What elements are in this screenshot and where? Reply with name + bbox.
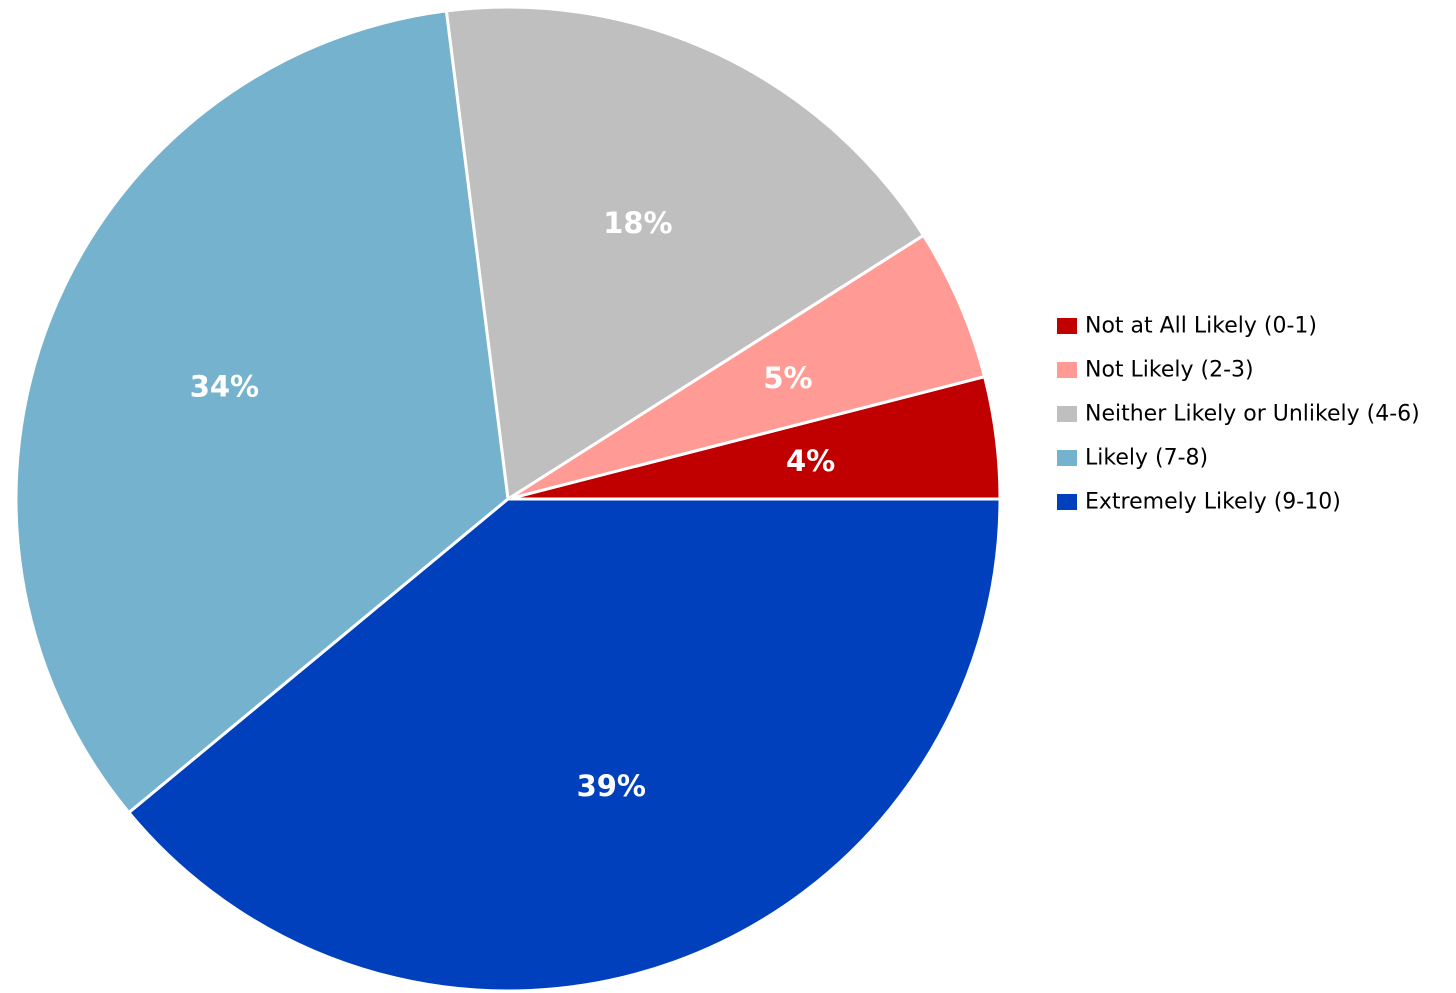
legend-item-extremely-likely: Extremely Likely (9-10) — [1057, 490, 1341, 515]
slice-label-extremely-likely: 39% — [577, 769, 646, 803]
legend-label-extremely-likely: Extremely Likely (9-10) — [1085, 490, 1341, 515]
legend-label-neither-likely-or-unlikely: Neither Likely or Unlikely (4-6) — [1085, 402, 1420, 427]
legend-swatch-not-likely — [1057, 362, 1077, 378]
slices-layer — [14, 5, 1002, 993]
pie-slice-neither-likely-or-unlikely — [444, 5, 926, 502]
slice-label-not-at-all-likely: 4% — [786, 444, 835, 478]
legend-swatch-not-at-all-likely — [1057, 318, 1077, 334]
pie-slice-not-likely — [507, 233, 987, 501]
legend-item-not-likely: Not Likely (2-3) — [1057, 358, 1254, 383]
pie-slice-extremely-likely — [126, 497, 1002, 993]
legend-label-not-likely: Not Likely (2-3) — [1085, 358, 1254, 383]
legend-label-not-at-all-likely: Not at All Likely (0-1) — [1085, 314, 1317, 339]
legend: Not at All Likely (0-1) Not Likely (2-3) N… — [1057, 314, 1420, 515]
legend-label-likely: Likely (7-8) — [1085, 446, 1208, 471]
legend-item-likely: Likely (7-8) — [1057, 446, 1208, 471]
legend-swatch-likely — [1057, 450, 1077, 466]
slice-labels-layer: 4% 5% 18% 34% 39% — [190, 206, 836, 803]
pie-slice-likely — [14, 9, 510, 815]
slice-label-not-likely: 5% — [763, 361, 812, 395]
legend-item-not-at-all-likely: Not at All Likely (0-1) — [1057, 314, 1317, 339]
legend-swatch-neither-likely-or-unlikely — [1057, 406, 1077, 422]
legend-item-neither-likely-or-unlikely: Neither Likely or Unlikely (4-6) — [1057, 402, 1420, 427]
legend-swatch-extremely-likely — [1057, 494, 1077, 510]
slice-label-neither-likely-or-unlikely: 18% — [603, 206, 672, 240]
slice-label-likely: 34% — [190, 370, 259, 404]
